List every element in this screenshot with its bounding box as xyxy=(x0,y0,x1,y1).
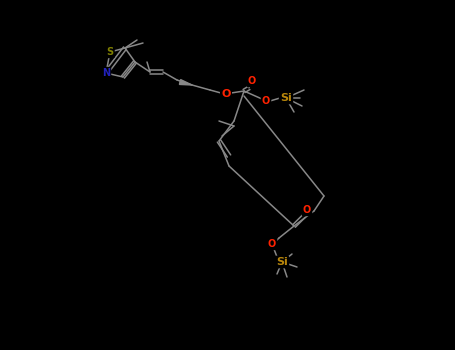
Text: O: O xyxy=(268,239,276,249)
Text: Si: Si xyxy=(280,93,292,103)
Text: N: N xyxy=(102,68,110,78)
Text: Si: Si xyxy=(276,257,288,267)
Text: O: O xyxy=(221,89,231,99)
Text: O: O xyxy=(248,76,256,86)
Text: O: O xyxy=(262,96,270,106)
Text: S: S xyxy=(106,47,114,57)
Polygon shape xyxy=(179,79,192,85)
Text: O: O xyxy=(303,205,311,215)
